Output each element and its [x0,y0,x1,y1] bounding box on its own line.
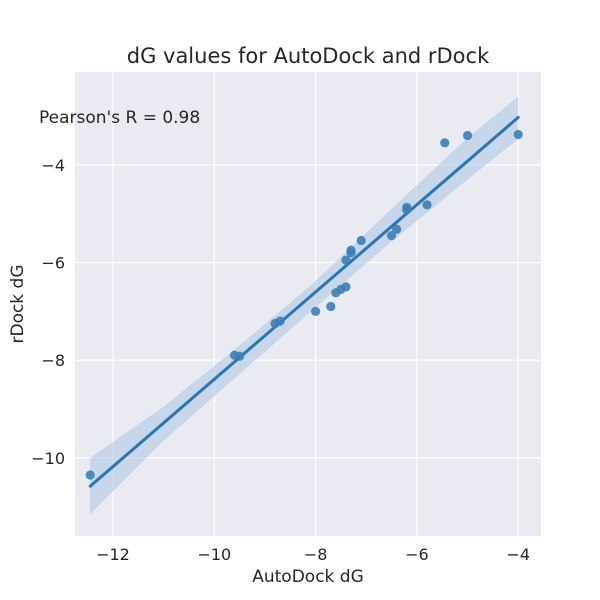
regression-line [88,115,520,488]
x-axis-label: AutoDock dG [252,567,364,587]
x-tick-label: −4 [506,545,530,564]
tick-labels: −12 −10 −8 −6 −4 −10 −8 −6 −4 [31,156,530,564]
data-point [341,282,351,292]
scatter-points [85,129,523,480]
data-point [386,231,397,241]
data-point [275,316,285,326]
x-tick-label: −12 [96,545,130,564]
y-tick-label: −6 [41,253,65,272]
regression-line-layer [88,115,520,488]
chart-title: dG values for AutoDock and rDock [127,44,490,68]
x-tick-label: −8 [304,545,328,564]
data-point [85,470,95,480]
y-tick-label: −8 [41,351,65,370]
data-point [341,255,351,265]
data-point [310,306,321,316]
x-tick-label: −6 [405,545,429,564]
data-point [326,301,336,312]
y-tick-label: −4 [41,156,65,175]
data-point [422,200,432,210]
x-tick-label: −10 [197,545,231,564]
y-axis-label: rDock dG [8,264,28,343]
pearson-annotation: Pearson's R = 0.98 [39,108,200,128]
data-point [356,235,366,246]
data-point [513,129,523,140]
data-point [392,224,402,234]
data-point [440,138,450,148]
data-point [346,245,356,255]
data-point [462,130,473,141]
data-point [402,202,412,212]
data-point [235,351,245,361]
confidence-band [90,96,519,515]
y-tick-label: −10 [31,449,65,468]
confidence-band-layer [90,96,519,515]
